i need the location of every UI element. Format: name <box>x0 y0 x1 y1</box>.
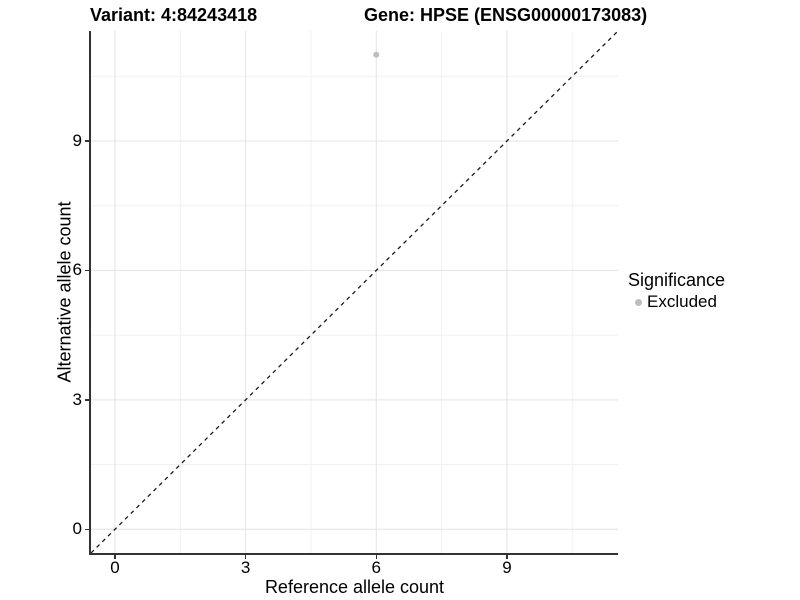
y-tick-label: 0 <box>72 519 82 539</box>
y-tick-label: 6 <box>72 260 82 280</box>
x-tick-label: 0 <box>110 558 120 577</box>
y-tick-label: 9 <box>72 131 82 150</box>
legend-title: Significance <box>628 270 726 290</box>
x-tick-mark <box>506 555 508 559</box>
x-tick-mark <box>244 555 247 559</box>
x-axis-title: Reference allele count <box>264 577 445 597</box>
plot-title-variant: Variant: 4:84243418 <box>90 5 258 25</box>
y-tick-mark <box>85 140 89 142</box>
x-tick-mark <box>114 555 116 559</box>
x-tick-label: 3 <box>240 558 251 577</box>
y-tick-mark <box>85 528 89 531</box>
y-axis-title: Alternative allele count <box>54 201 75 383</box>
legend-item-excluded: Excluded <box>628 292 725 312</box>
identity-line <box>91 31 618 553</box>
legend-item-label: Excluded <box>647 292 717 311</box>
data-point <box>373 51 380 58</box>
y-tick-label: 3 <box>72 389 82 409</box>
y-axis-line <box>89 31 91 555</box>
plot-panel <box>91 31 618 553</box>
x-axis-line <box>89 553 618 555</box>
y-tick-mark <box>85 269 89 272</box>
x-tick-mark <box>375 555 378 559</box>
x-tick-label: 9 <box>502 558 512 577</box>
plot-title-gene: Gene: HPSE (ENSG00000173083) <box>364 5 648 25</box>
y-tick-mark <box>85 399 89 401</box>
plot-canvas <box>91 31 618 553</box>
legend: Significance Excluded <box>628 270 725 312</box>
legend-point-icon <box>635 298 642 306</box>
x-tick-label: 6 <box>371 558 381 577</box>
